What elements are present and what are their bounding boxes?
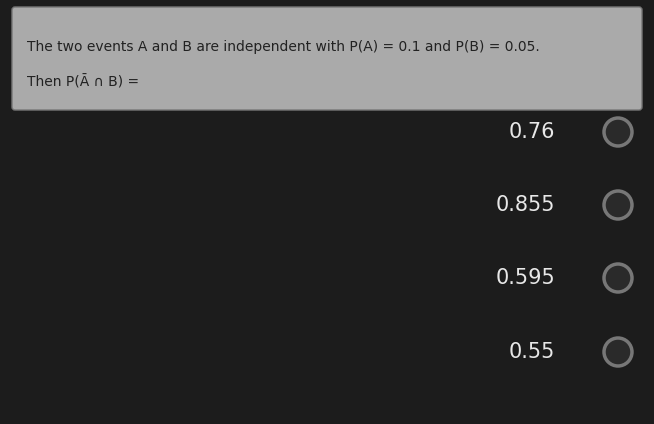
- Circle shape: [604, 264, 632, 292]
- FancyBboxPatch shape: [12, 7, 642, 110]
- Text: 0.55: 0.55: [509, 342, 555, 362]
- Text: Then P(Ā ∩ B) =: Then P(Ā ∩ B) =: [27, 75, 139, 89]
- Text: The two events A and B are independent with P(A) = 0.1 and P(B) = 0.05.: The two events A and B are independent w…: [27, 40, 540, 54]
- Text: 0.855: 0.855: [496, 195, 555, 215]
- Circle shape: [604, 338, 632, 366]
- Circle shape: [604, 118, 632, 146]
- Circle shape: [604, 191, 632, 219]
- Text: 0.76: 0.76: [509, 122, 555, 142]
- Text: 0.595: 0.595: [495, 268, 555, 288]
